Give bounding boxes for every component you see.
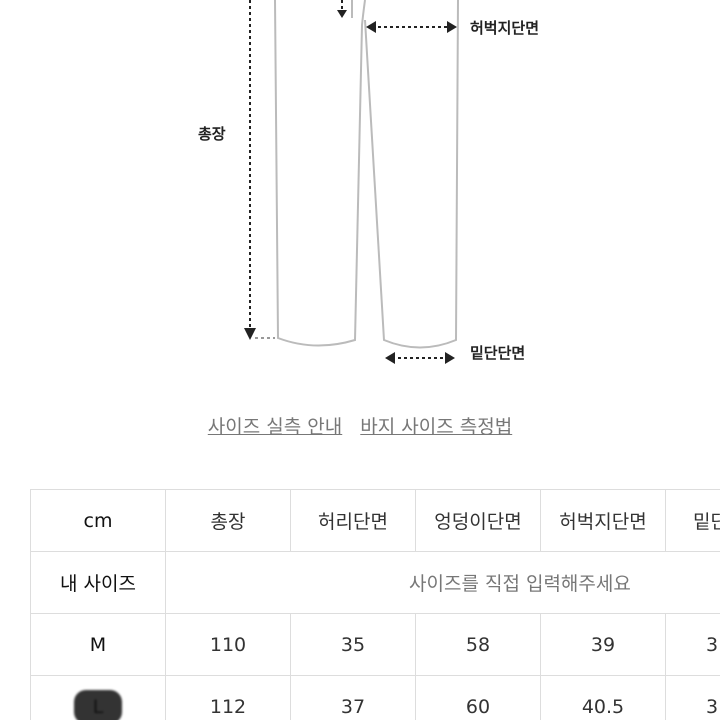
header-cell: 허벅지단면 — [540, 489, 666, 552]
arrowhead — [445, 352, 455, 364]
size-cell: 58 — [415, 613, 541, 676]
hem-label: 밑단단면 — [470, 344, 526, 362]
header-cell: cm — [30, 489, 166, 552]
size-cell: L — [30, 675, 166, 720]
size-table: cm 총장 허리단면 엉덩이단면 허벅지단면 밑단단면 내 사이즈 사이즈를 직… — [30, 489, 720, 720]
my-size-input[interactable]: 사이즈를 직접 입력해주세요 — [165, 551, 720, 614]
left-leg — [274, 0, 366, 347]
arrowhead — [447, 21, 457, 33]
header-cell: 총장 — [165, 489, 291, 552]
size-cell: 39 — [540, 613, 666, 676]
length-label: 총장 — [198, 125, 226, 143]
header-cell: 밑단단면 — [665, 489, 720, 552]
pants-diagram — [244, 0, 459, 364]
header-cell: 허리단면 — [290, 489, 416, 552]
thigh-label: 허벅지단면 — [470, 19, 540, 37]
size-row: L 112 37 60 40.5 3 — [30, 675, 720, 720]
size-cell: 35 — [290, 613, 416, 676]
size-row: M 110 35 58 39 3 — [30, 613, 720, 676]
size-badge: L — [74, 689, 122, 720]
size-cell: 40.5 — [540, 675, 666, 720]
right-leg — [364, 0, 459, 349]
links: 사이즈 실측 안내 바지 사이즈 측정법 — [0, 412, 720, 439]
size-cell: 3 — [665, 613, 720, 676]
my-size-row: 내 사이즈 사이즈를 직접 입력해주세요 — [30, 551, 720, 614]
header-row: cm 총장 허리단면 엉덩이단면 허벅지단면 밑단단면 — [30, 489, 720, 552]
measure-guide-link[interactable]: 바지 사이즈 측정법 — [360, 416, 513, 438]
size-cell: 110 — [165, 613, 291, 676]
header-cell: 엉덩이단면 — [415, 489, 541, 552]
size-cell: 37 — [290, 675, 416, 720]
my-size-label: 내 사이즈 — [30, 551, 166, 614]
size-cell: M — [30, 613, 166, 676]
size-cell: 112 — [165, 675, 291, 720]
size-guide-link[interactable]: 사이즈 실측 안내 — [207, 416, 343, 438]
arrowhead — [385, 352, 395, 364]
size-cell: 3 — [665, 675, 720, 720]
arrowhead — [366, 21, 376, 33]
arrowhead — [244, 328, 256, 340]
arrowhead — [337, 10, 347, 18]
size-cell: 60 — [415, 675, 541, 720]
